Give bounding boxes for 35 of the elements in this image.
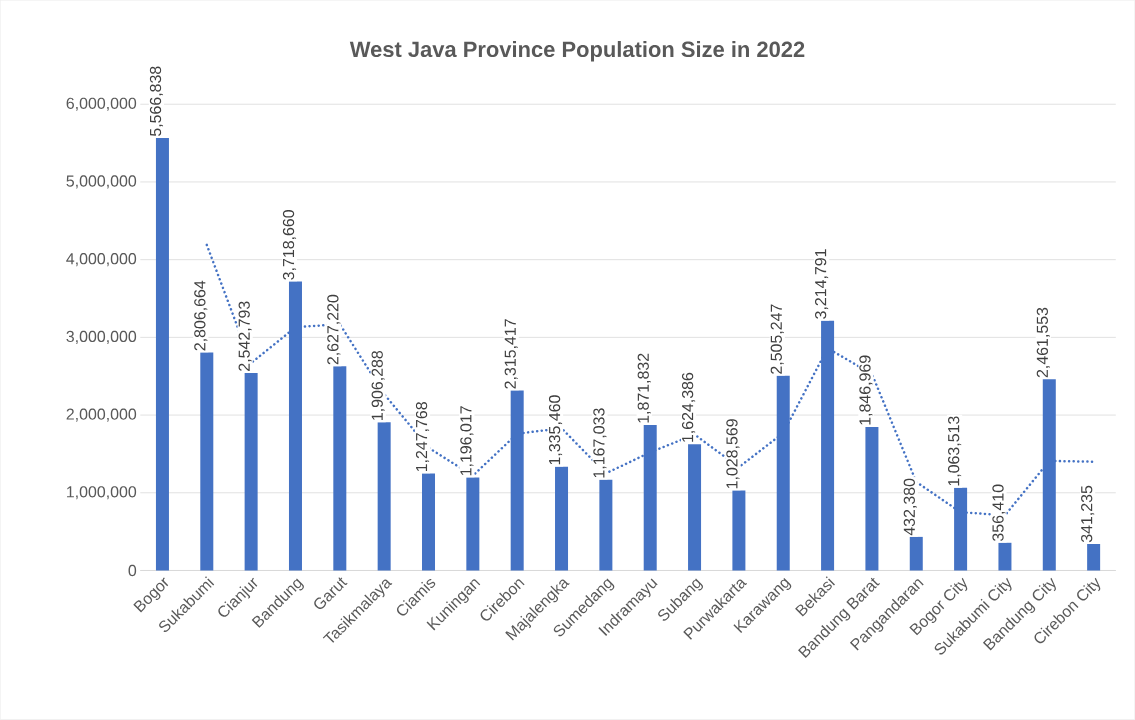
y-tick-label: 3,000,000 bbox=[66, 330, 137, 345]
data-label: 5,566,838 bbox=[149, 66, 164, 137]
data-label: 341,235 bbox=[1081, 485, 1095, 543]
data-label: 1,871,832 bbox=[637, 353, 651, 423]
y-tick-label: 0 bbox=[128, 564, 137, 577]
bar bbox=[244, 373, 258, 571]
y-tick-label: 2,000,000 bbox=[66, 408, 137, 422]
bar bbox=[1087, 544, 1101, 571]
bar bbox=[909, 537, 923, 571]
data-label: 1,063,513 bbox=[948, 416, 962, 486]
data-label: 3,214,791 bbox=[814, 249, 829, 319]
bar bbox=[155, 138, 169, 571]
data-label: 2,806,664 bbox=[194, 280, 208, 351]
data-label: 432,380 bbox=[903, 478, 917, 536]
data-label: 2,627,220 bbox=[327, 294, 341, 365]
data-label: 2,461,553 bbox=[1036, 307, 1050, 378]
data-label: 1,196,017 bbox=[460, 406, 474, 476]
y-tick-label: 1,000,000 bbox=[67, 486, 137, 500]
data-label: 1,624,386 bbox=[681, 372, 696, 442]
y-tick-label: 6,000,000 bbox=[66, 97, 137, 111]
data-label: 1,028,569 bbox=[726, 419, 740, 489]
data-label: 1,335,460 bbox=[548, 395, 563, 465]
chart-title: West Java Province Population Size in 2022 bbox=[349, 41, 805, 62]
data-label: 1,906,288 bbox=[371, 351, 385, 421]
data-label: 2,315,417 bbox=[504, 319, 518, 389]
y-tick-label: 5,000,000 bbox=[66, 175, 137, 189]
bar bbox=[865, 427, 879, 571]
data-label: 2,505,247 bbox=[770, 304, 784, 374]
data-label: 2,542,793 bbox=[238, 301, 252, 372]
y-tick-label: 4,000,000 bbox=[66, 253, 137, 267]
data-label: 1,167,033 bbox=[593, 408, 607, 478]
data-label: 356,410 bbox=[992, 484, 1006, 542]
data-label: 3,718,660 bbox=[282, 210, 297, 280]
data-label: 1,846,969 bbox=[859, 355, 873, 425]
data-label: 1,247,768 bbox=[415, 402, 430, 472]
